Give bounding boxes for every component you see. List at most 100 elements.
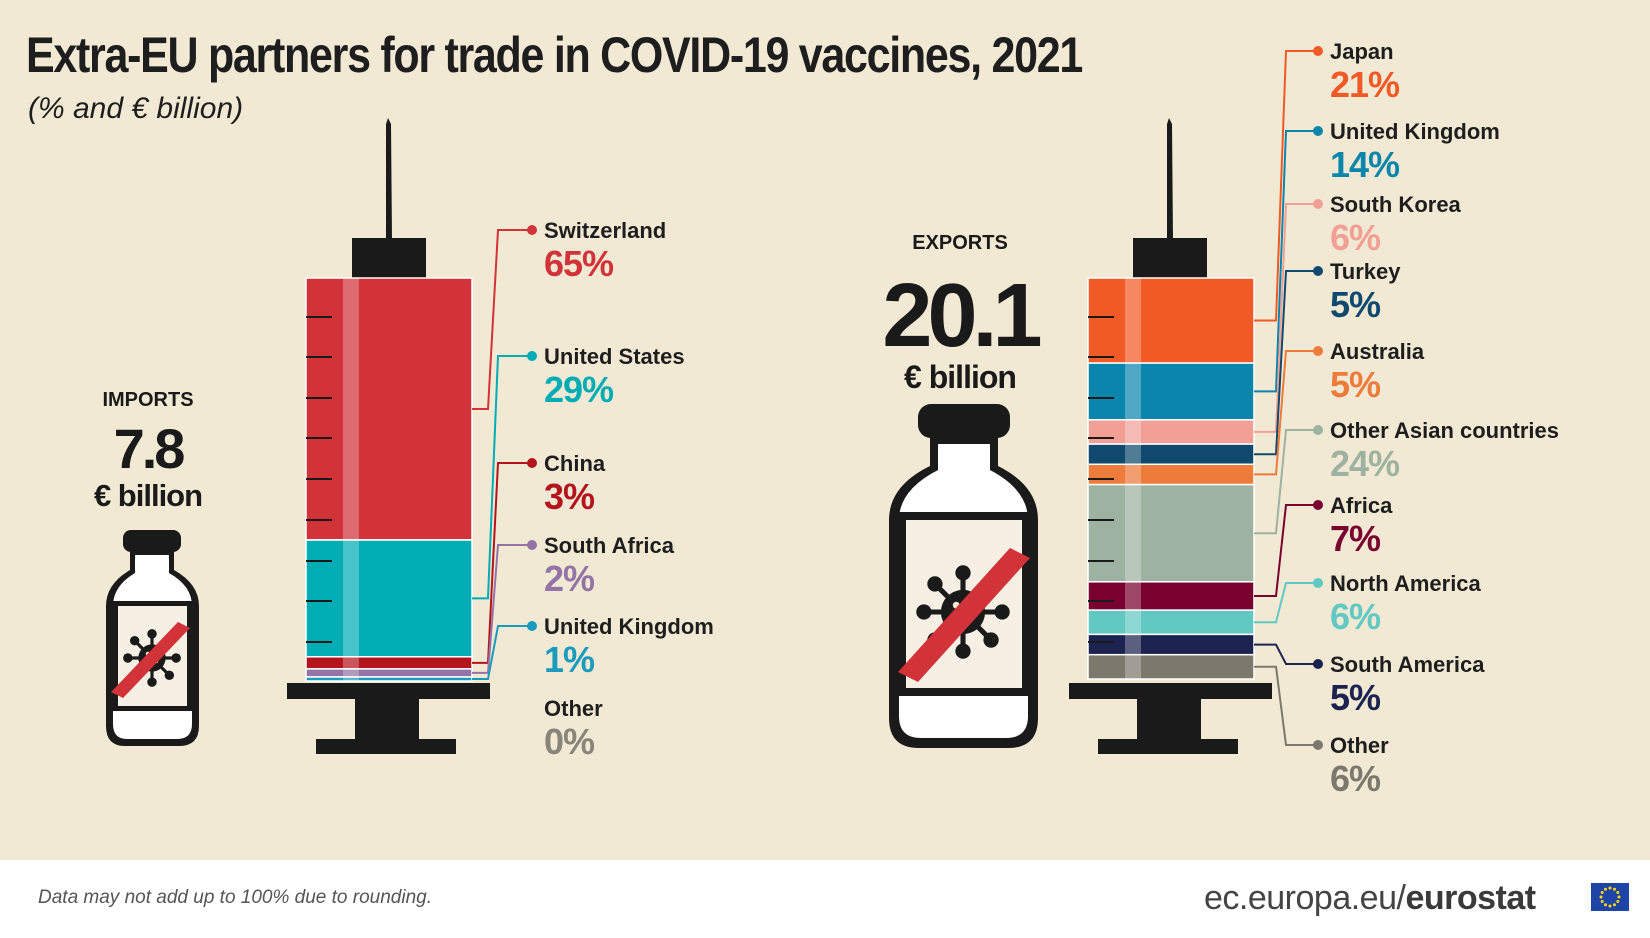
leader-exports-north-america [1254,582,1318,624]
source-brand: eurostat [1405,879,1536,917]
bar-exports-japan [1087,277,1255,364]
label-exports-japan: Japan [1330,39,1394,64]
imports-syringe-needle [386,118,392,240]
leader-dot-imports-china [527,458,537,468]
label-imports-united-kingdom: United Kingdom [544,614,714,639]
exports-flow-label: EXPORTS [912,232,1008,254]
footnote: Data may not add up to 100% due to round… [38,887,432,908]
value-imports-china: 3% [544,476,595,517]
bar-exports-turkey [1087,443,1255,466]
value-imports-switzerland: 65% [544,243,614,284]
page-subtitle: (% and € billion) [28,92,244,125]
footer [0,860,1650,938]
label-imports-china: China [544,451,606,476]
leader-dot-exports-other [1313,740,1323,750]
leader-dot-imports-united-kingdom [527,621,537,631]
exports-total-unit: € billion [904,359,1016,395]
imports-syringe-plunger-thumb [316,739,456,754]
leader-dot-imports-south-africa [527,540,537,550]
leader-exports-other [1254,665,1318,746]
leader-dot-exports-turkey [1313,266,1323,276]
label-exports-australia: Australia [1330,339,1425,364]
imports-syringe-flange [287,683,490,699]
leader-exports-south-america [1254,643,1318,665]
bar-exports-north-america [1087,609,1255,636]
label-exports-south-korea: South Korea [1330,192,1462,217]
imports-syringe-highlight [343,278,359,681]
exports-total-value: 20.1 [882,266,1040,366]
source-domain: ec.europa.eu/ [1204,879,1406,917]
leader-imports-south-africa [472,544,532,674]
leader-dot-exports-other-asian-countries [1313,425,1323,435]
bar-exports-australia [1087,463,1255,486]
exports-syringe-needle [1167,118,1173,240]
value-imports-united-kingdom: 1% [544,639,595,680]
leader-exports-turkey [1254,270,1318,456]
eu-flag-icon [1591,883,1629,911]
label-imports-other: Other [544,696,603,721]
imports-syringe-ticks [306,316,332,643]
leader-exports-united-kingdom [1254,130,1318,393]
value-exports-japan: 21% [1330,64,1400,105]
value-exports-africa: 7% [1330,518,1381,559]
value-exports-australia: 5% [1330,364,1381,405]
leader-imports-switzerland [472,229,532,410]
bar-exports-other [1087,653,1255,680]
imports-flow-label: IMPORTS [102,389,193,411]
leader-exports-other-asian-countries [1254,429,1318,535]
exports-bars [1087,277,1255,680]
leader-dot-exports-north-america [1313,578,1323,588]
leader-dot-imports-switzerland [527,225,537,235]
imports-vaccine-vial-icon [106,530,199,746]
bar-imports-china [305,656,473,670]
leader-exports-australia [1254,350,1318,476]
bar-exports-south-america [1087,633,1255,656]
leader-imports-united-states [472,355,532,600]
exports-syringe-ticks [1088,316,1114,643]
leader-dot-exports-africa [1313,500,1323,510]
exports-syringe-highlight [1125,278,1141,679]
value-exports-other-asian-countries: 24% [1330,443,1400,484]
imports-syringe-plunger-rod [355,699,419,739]
source-link[interactable]: ec.europa.eu/eurostat [1204,879,1536,918]
leader-dot-imports-united-states [527,351,537,361]
leader-exports-japan [1254,50,1318,322]
leader-dot-exports-south-korea [1313,199,1323,209]
leader-imports-united-kingdom [472,625,532,680]
bar-exports-south-korea [1087,419,1255,445]
label-imports-united-states: United States [544,344,685,369]
label-imports-switzerland: Switzerland [544,218,666,243]
exports-vaccine-vial-icon [889,404,1038,748]
label-exports-other-asian-countries: Other Asian countries [1330,418,1559,443]
imports-syringe [287,118,490,754]
value-imports-united-states: 29% [544,369,614,410]
leader-imports-china [472,462,532,664]
leader-dot-exports-australia [1313,346,1323,356]
imports-total-unit: € billion [94,478,202,513]
label-exports-north-america: North America [1330,571,1482,596]
imports-syringe-hub [352,238,426,278]
bar-exports-united-kingdom [1087,362,1255,421]
value-exports-other: 6% [1330,758,1381,799]
value-exports-turkey: 5% [1330,284,1381,325]
bar-exports-other-asian-countries [1087,483,1255,583]
exports-syringe [1069,118,1272,754]
bar-imports-south-africa [305,668,473,678]
exports-syringe-flange [1069,683,1272,699]
value-exports-south-korea: 6% [1330,217,1381,258]
exports-syringe-hub [1133,238,1207,278]
label-exports-united-kingdom: United Kingdom [1330,119,1500,144]
value-exports-north-america: 6% [1330,596,1381,637]
imports-total-value: 7.8 [114,417,185,480]
value-exports-south-america: 5% [1330,677,1381,718]
leader-exports-africa [1254,504,1318,597]
leader-dot-exports-south-america [1313,659,1323,669]
infographic-background [0,0,1650,860]
value-imports-south-africa: 2% [544,558,595,599]
value-imports-other: 0% [544,721,595,762]
bar-exports-africa [1087,581,1255,611]
value-exports-united-kingdom: 14% [1330,144,1400,185]
